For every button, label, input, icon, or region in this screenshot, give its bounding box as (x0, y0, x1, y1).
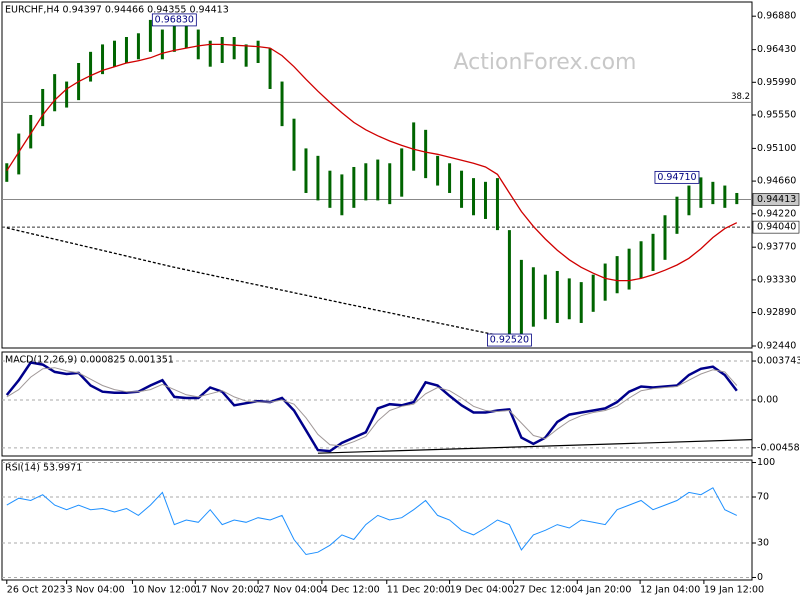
price-tag-label: 0.94040 (757, 222, 796, 233)
series-line (6, 487, 738, 556)
annotation-box (487, 333, 532, 347)
x-tick-label: 11 Dec 20:00 (387, 585, 451, 596)
y-tick-label: 0.96880 (757, 11, 796, 22)
series-line (5, 361, 738, 453)
y-tick-label: 0 (757, 572, 763, 583)
x-tick-label: 10 Nov 12:00 (132, 585, 196, 596)
panel-frame (1, 459, 753, 581)
price-tag (752, 220, 800, 234)
y-tick-label: 0.92440 (757, 340, 796, 351)
x-tick-label: 12 Jan 04:00 (640, 585, 700, 596)
x-tick-label: 27 Nov 04:00 (258, 585, 322, 596)
panel-title: RSI(14) 53.9971 (5, 463, 82, 474)
annotation: 0.92520 (490, 335, 529, 346)
x-tick-label: 19 Dec 04:00 (450, 585, 514, 596)
price-tag (752, 193, 800, 206)
annotation-box (654, 170, 700, 184)
y-tick-label: 0.94220 (757, 208, 796, 219)
x-tick-label: 17 Nov 20:00 (195, 585, 259, 596)
y-tick-label: 70 (757, 492, 769, 503)
panel-title: MACD(12,26,9) 0.000825 0.001351 (5, 355, 174, 366)
y-tick-label: 100 (757, 457, 775, 468)
y-tick-label: 0.003743 (757, 356, 800, 367)
y-tick-label: 0.00 (757, 395, 778, 406)
y-tick-label: 30 (757, 537, 769, 548)
y-tick-label: 0.95990 (757, 77, 796, 88)
annotation: 0.94710 (657, 172, 696, 183)
annotation-box (151, 13, 197, 27)
series-line (6, 43, 738, 282)
panel-frame (1, 1, 753, 349)
level-name: 38.2 (731, 92, 750, 102)
y-tick-label: 0.95100 (757, 143, 796, 154)
panel-title: EURCHF,H4 0.94397 0.94466 0.94355 0.9441… (5, 5, 229, 16)
x-tick-label: 4 Dec 12:00 (322, 585, 380, 596)
y-tick-label: 0.93330 (757, 274, 796, 285)
y-tick-label: 0.92890 (757, 307, 796, 318)
y-tick-label: 0.96430 (757, 44, 796, 55)
y-tick-label: 0.93770 (757, 242, 796, 253)
trendline (317, 439, 753, 454)
panel-frame (1, 351, 753, 457)
x-tick-label: 27 Dec 12:00 (513, 585, 577, 596)
x-tick-label: 3 Nov 04:00 (67, 585, 125, 596)
annotation: 0.96830 (155, 14, 194, 25)
x-tick-label: 4 Jan 20:00 (577, 585, 631, 596)
price-tag-label: 0.94413 (757, 194, 796, 205)
x-tick-label: 26 Oct 2023 (7, 585, 66, 596)
y-tick-label: -0.004585 (757, 442, 800, 453)
series-line (6, 227, 510, 339)
y-tick-label: 0.94660 (757, 176, 796, 187)
series-line (6, 367, 738, 447)
x-tick-label: 19 Jan 12:00 (704, 585, 764, 596)
watermark: ActionForex.com (454, 50, 637, 75)
y-tick-label: 0.95550 (757, 109, 796, 120)
